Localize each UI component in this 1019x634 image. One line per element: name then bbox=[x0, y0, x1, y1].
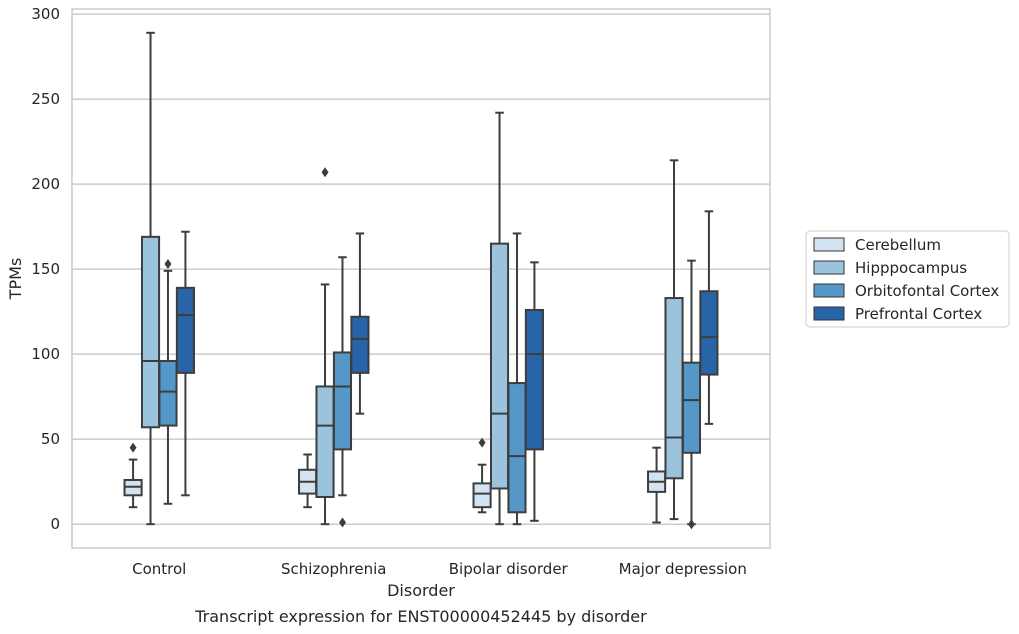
y-axis-ticks: 0 50 100 150 200 250 300 bbox=[31, 5, 60, 533]
y-tick-label: 50 bbox=[41, 430, 60, 448]
boxes bbox=[123, 31, 719, 530]
y-axis-label: TPMs bbox=[6, 258, 25, 301]
outlier-point bbox=[164, 259, 172, 270]
legend: Cerebellum Hipppocampus Orbitofontal Corte… bbox=[805, 230, 1010, 328]
box bbox=[681, 259, 702, 530]
x-axis-label: Disorder bbox=[387, 581, 455, 600]
legend-item: Orbitofontal Cortex bbox=[813, 282, 999, 300]
outlier-point bbox=[338, 517, 346, 528]
legend-label: Cerebellum bbox=[855, 236, 941, 254]
y-tick-label: 0 bbox=[50, 515, 60, 533]
outlier-point bbox=[478, 437, 486, 448]
box bbox=[507, 232, 527, 526]
chart-caption: Transcript expression for ENST0000045244… bbox=[194, 607, 647, 626]
box-body bbox=[140, 235, 161, 429]
y-tick-label: 250 bbox=[31, 90, 60, 108]
legend-item: Cerebellum bbox=[813, 236, 941, 254]
x-tick-label: Major depression bbox=[619, 560, 747, 578]
box bbox=[298, 453, 318, 509]
legend-swatch bbox=[813, 306, 845, 321]
box bbox=[123, 442, 143, 509]
box-body bbox=[350, 315, 370, 374]
outlier-point bbox=[129, 442, 137, 453]
box bbox=[664, 159, 684, 521]
y-tick-label: 200 bbox=[31, 175, 60, 193]
box bbox=[158, 259, 178, 505]
legend-label: Orbitofontal Cortex bbox=[855, 282, 999, 300]
box bbox=[647, 446, 667, 524]
box-body bbox=[664, 297, 684, 480]
outlier-point bbox=[687, 519, 695, 530]
box bbox=[524, 261, 544, 522]
y-tick-label: 150 bbox=[31, 260, 60, 278]
box-body bbox=[175, 286, 195, 374]
x-tick-label: Schizophrenia bbox=[281, 560, 386, 578]
box bbox=[472, 437, 492, 514]
box-body bbox=[472, 482, 492, 509]
box bbox=[489, 111, 510, 526]
box bbox=[350, 232, 370, 415]
plot-frame bbox=[71, 8, 771, 549]
y-tick-label: 100 bbox=[31, 345, 60, 363]
legend-item: Hipppocampus bbox=[813, 259, 967, 277]
box-body bbox=[332, 351, 353, 451]
box-body bbox=[507, 382, 527, 514]
legend-label: Prefrontal Cortex bbox=[855, 305, 982, 323]
box bbox=[315, 167, 335, 526]
legend-label: Hipppocampus bbox=[855, 259, 967, 277]
x-tick-label: Bipolar disorder bbox=[449, 560, 569, 578]
box-body bbox=[699, 290, 719, 376]
box-body bbox=[489, 242, 510, 490]
box-body bbox=[681, 361, 702, 454]
x-tick-label: Control bbox=[132, 560, 186, 578]
y-tick-label: 300 bbox=[31, 5, 60, 23]
box bbox=[175, 230, 195, 497]
box bbox=[332, 256, 353, 528]
box-body bbox=[524, 308, 544, 451]
outlier-point bbox=[321, 167, 329, 178]
box-body bbox=[158, 359, 178, 427]
box bbox=[140, 31, 161, 526]
legend-frame bbox=[805, 230, 1010, 328]
x-axis-ticks: Control Schizophrenia Bipolar disorder Majo… bbox=[132, 560, 747, 578]
box bbox=[699, 210, 719, 425]
legend-item: Prefrontal Cortex bbox=[813, 305, 982, 323]
legend-swatch bbox=[813, 237, 845, 252]
box-body bbox=[315, 385, 335, 498]
legend-swatch bbox=[813, 283, 845, 298]
legend-swatch bbox=[813, 260, 845, 275]
